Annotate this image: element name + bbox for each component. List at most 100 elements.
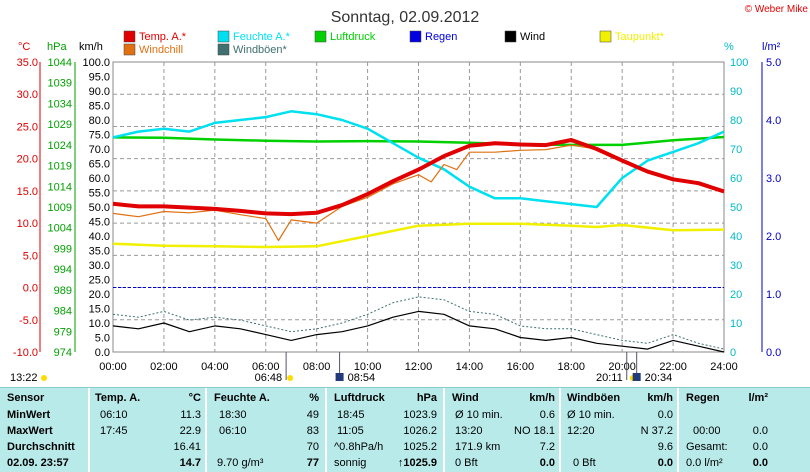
rain-tick-label: 5.0	[766, 57, 781, 69]
rain-total-label: Gesamt:	[686, 441, 728, 453]
series-line-wind	[112, 310, 725, 353]
rain-tick-label: 3.0	[766, 173, 781, 185]
wind-tick-label: 0.0	[95, 347, 110, 359]
legend-label: Windböen*	[233, 44, 288, 56]
humidity-min: 49	[306, 409, 319, 421]
sun-marker-label: 20:34	[645, 372, 673, 384]
humidity-tick-label: 100	[730, 57, 748, 69]
x-tick-label: 18:00	[557, 361, 585, 373]
series-line-feuchtea	[112, 110, 725, 209]
wind-tick-label: 95.0	[89, 72, 110, 84]
pressure-column: Luftdruck hPa 18:45 1023.9 11:05 1026.2 …	[325, 388, 443, 472]
x-tick-label: 20:00	[608, 361, 636, 373]
rain-total: 0.0	[752, 441, 768, 453]
temp-tick-label: 15.0	[17, 186, 38, 198]
wind-tick-label: 15.0	[89, 304, 110, 316]
wind-tick-label: 5.0	[95, 333, 110, 345]
pressure-current: ↑1025.9	[397, 457, 437, 469]
humidity-column: Feuchte A. % 18:30 49 06:10 83 70 9.70 g…	[205, 388, 325, 472]
pressure-max: 1026.2	[403, 425, 437, 437]
wind-tick-label: 80.0	[89, 115, 110, 127]
temp-tick-label: 20.0	[17, 154, 38, 166]
temp-unit: °C	[188, 392, 201, 404]
legend-swatch	[123, 43, 136, 56]
rain-header: Regen	[686, 392, 720, 404]
sunrise-icon	[287, 375, 294, 381]
moonrise-icon	[335, 373, 344, 381]
x-tick-label: 24:00	[710, 361, 738, 373]
wind-tick-label: 55.0	[89, 188, 110, 200]
rain-value: 0.0	[752, 425, 768, 437]
humidity-tick-label: 60	[730, 173, 742, 185]
legend-label: Regen	[425, 31, 457, 43]
humidity-tick-label: 0	[730, 347, 736, 359]
legend-label: Taupunkt*	[615, 31, 665, 43]
pressure-forecast: sonnig	[334, 457, 367, 469]
wind-current: 0.0	[539, 457, 555, 469]
stats-table: Sensor MinWert MaxWert Durchschnitt 02.0…	[0, 387, 810, 472]
wind-tick-label: 65.0	[89, 159, 110, 171]
daylength-label: 13:22	[10, 372, 38, 384]
rain-tick-label: 0.0	[766, 347, 781, 359]
temp-current: 14.7	[179, 457, 201, 469]
wind-axis-unit: km/h	[79, 41, 103, 53]
legend-swatch	[314, 30, 327, 43]
x-tick-label: 06:00	[252, 361, 280, 373]
pressure-tick-label: 1009	[48, 202, 72, 214]
x-tick-label: 12:00	[405, 361, 433, 373]
rain-tick-label: 2.0	[766, 231, 781, 243]
pressure-min-time: 18:45	[337, 409, 365, 421]
pressure-tick-label: 1029	[48, 119, 72, 131]
row-label-current: 02.09. 23:57	[7, 457, 69, 469]
x-tick-label: 02:00	[150, 361, 178, 373]
humidity-current: 77	[306, 457, 319, 469]
legend-label: Windchill	[139, 44, 183, 56]
humidity-max-time: 06:10	[219, 425, 247, 437]
legend-swatch	[123, 30, 136, 43]
rain-current: 0.0	[752, 457, 768, 469]
sensor-column: Sensor MinWert MaxWert Durchschnitt 02.0…	[0, 388, 88, 472]
sun-marker-label: 06:48	[255, 372, 283, 384]
wind-tick-label: 50.0	[89, 202, 110, 214]
rain-unit: l/m²	[748, 392, 768, 404]
temp-axis-unit: °C	[18, 41, 30, 53]
sun-marker-label: 20:11	[596, 372, 623, 384]
moonset-icon	[632, 373, 641, 381]
temp-column: Temp. A. °C 06:10 11.3 17:45 22.9 16.41 …	[88, 388, 205, 472]
pressure-max-time: 11:05	[337, 425, 364, 437]
pressure-tick-label: 1014	[48, 181, 72, 193]
humidity-header: Feuchte A.	[214, 392, 270, 404]
sensor-header: Sensor	[7, 392, 45, 404]
pressure-tick-label: 1034	[48, 98, 72, 110]
x-tick-label: 04:00	[201, 361, 229, 373]
wind-avg-label: Ø 10 min.	[455, 409, 503, 421]
pressure-tick-label: 994	[54, 264, 72, 276]
weather-chart: 00:00 02:00 04:00 06:00 08:00 10:00 12:00 14:00…	[10, 4, 808, 384]
humidity-tick-label: 40	[730, 231, 742, 243]
x-tick-label: 10:00	[354, 361, 382, 373]
wind-tick-label: 30.0	[89, 260, 110, 272]
gusts-column: Windböen km/h Ø 10 min. 0.0 12:20 N 37.2…	[559, 388, 677, 472]
rain-axis-unit: l/m²	[762, 41, 781, 53]
wind-tick-label: 85.0	[89, 101, 110, 113]
legend-label: Temp. A.*	[139, 31, 187, 43]
rain-time: 00:00	[693, 425, 721, 437]
wind-tick-label: 60.0	[89, 173, 110, 185]
wind-column: Wind km/h Ø 10 min. 0.6 13:20 NO 18.1 17…	[443, 388, 559, 472]
wind-header: Wind	[452, 392, 479, 404]
humidity-max: 83	[306, 425, 319, 437]
wind-distance: 171.9 km	[455, 441, 501, 453]
chart-title: Sonntag, 02.09.2012	[331, 9, 480, 26]
temp-avg: 16.41	[173, 441, 201, 453]
series-line-luftdruck	[112, 135, 725, 147]
daylength-sun-icon	[41, 375, 47, 381]
wind-mean: 7.2	[539, 441, 555, 453]
wind-tick-label: 40.0	[89, 231, 110, 243]
row-label-avg: Durchschnitt	[7, 441, 75, 453]
temp-tick-label: 10.0	[17, 218, 38, 230]
temp-max-time: 17:45	[100, 425, 128, 437]
temp-header: Temp. A.	[95, 392, 141, 404]
humidity-unit: %	[309, 392, 319, 404]
humidity-tick-label: 70	[730, 144, 742, 156]
temp-min-time: 06:10	[100, 409, 128, 421]
